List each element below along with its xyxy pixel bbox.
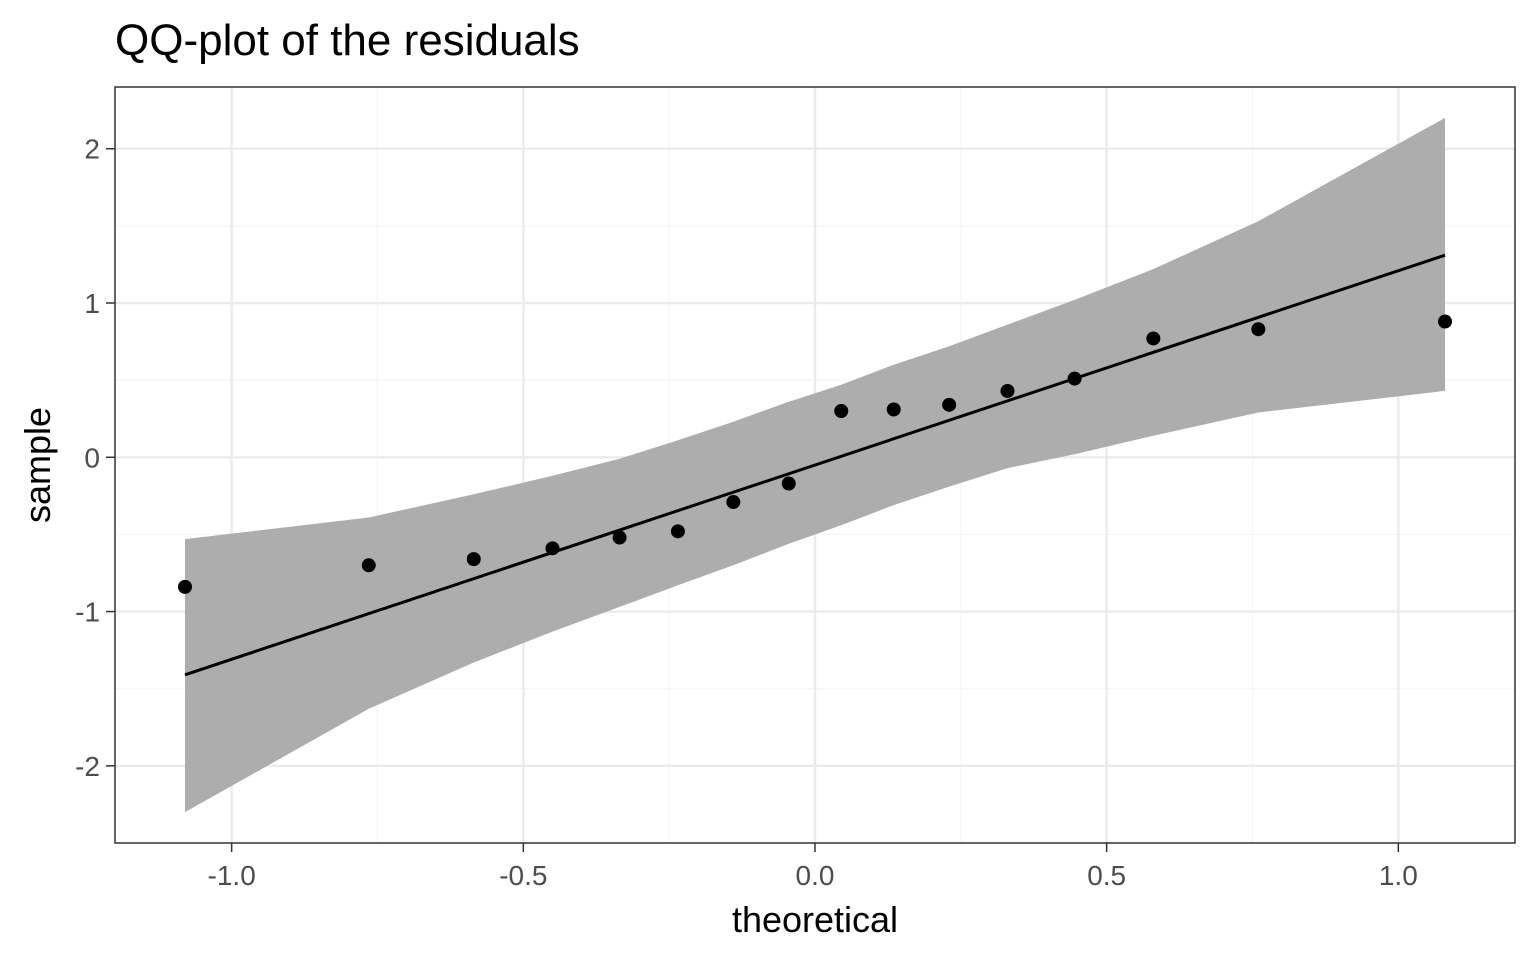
data-point-15 <box>1251 322 1266 337</box>
x-tick-label: 0.5 <box>1087 860 1126 891</box>
data-point-11 <box>942 397 957 412</box>
data-point-10 <box>886 402 901 417</box>
y-tick-label: 0 <box>84 442 100 473</box>
data-point-14 <box>1146 331 1161 346</box>
x-tick-label: 1.0 <box>1379 860 1418 891</box>
data-point-7 <box>726 495 741 510</box>
data-point-16 <box>1438 314 1452 329</box>
y-axis-title: sample <box>17 407 58 523</box>
y-axis: -2 -1 0 1 2 <box>75 134 115 782</box>
x-tick-label: 0.0 <box>796 860 835 891</box>
data-point-12 <box>1000 383 1015 398</box>
major-gridlines <box>115 87 1515 843</box>
points-layer <box>178 314 1452 594</box>
data-point-2 <box>361 558 376 573</box>
x-tick-label: -0.5 <box>499 860 547 891</box>
data-point-13 <box>1067 371 1082 386</box>
y-tick-label: -2 <box>75 751 100 782</box>
reference-line <box>184 253 1446 677</box>
x-axis: -1.0 -0.5 0.0 0.5 1.0 <box>208 843 1418 891</box>
x-tick-label: -1.0 <box>208 860 256 891</box>
data-point-5 <box>612 530 627 545</box>
data-point-4 <box>545 541 560 556</box>
reference-line-layer <box>184 253 1446 677</box>
y-tick-label: -1 <box>75 597 100 628</box>
data-point-6 <box>670 524 685 539</box>
chart-title: QQ-plot of the residuals <box>115 16 580 65</box>
data-point-8 <box>781 476 796 491</box>
data-point-3 <box>466 552 481 567</box>
y-tick-label: 1 <box>84 288 100 319</box>
x-axis-title: theoretical <box>732 899 898 940</box>
data-point-9 <box>834 404 849 418</box>
data-point-1 <box>178 579 192 594</box>
y-tick-label: 2 <box>84 134 100 165</box>
